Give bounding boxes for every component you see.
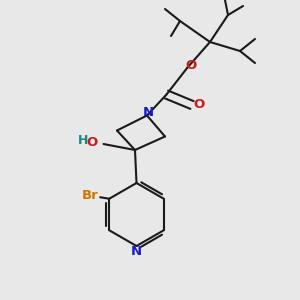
Text: O: O bbox=[193, 98, 204, 112]
Text: O: O bbox=[86, 136, 98, 149]
Text: O: O bbox=[185, 58, 196, 72]
Text: Br: Br bbox=[81, 189, 98, 202]
Text: N: N bbox=[143, 106, 154, 119]
Text: N: N bbox=[131, 245, 142, 258]
Text: H: H bbox=[78, 134, 88, 147]
